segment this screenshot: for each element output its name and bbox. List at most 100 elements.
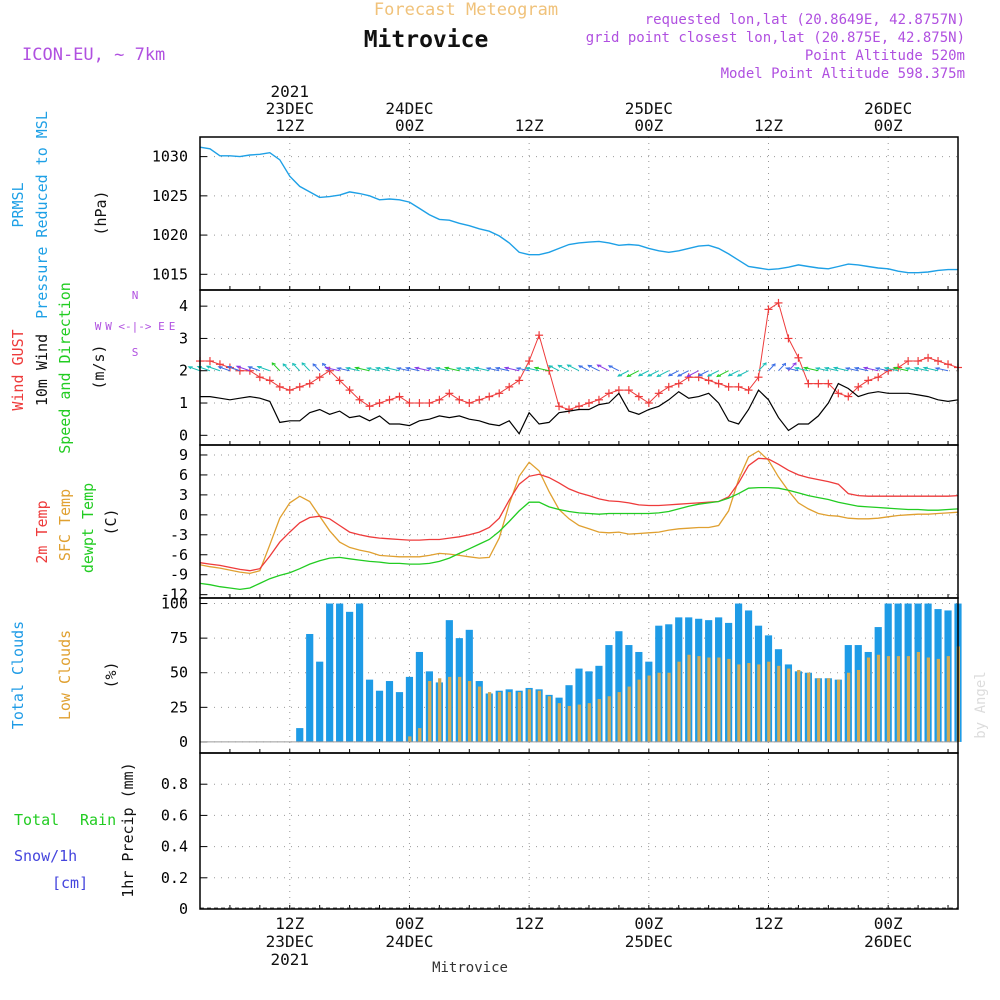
arrow-head (464, 366, 471, 371)
wind-direction-arrow (434, 366, 450, 372)
low-cloud-bar (587, 703, 591, 742)
top-time-label: 23DEC (266, 99, 314, 118)
y-tick-label: 25 (170, 698, 188, 716)
temperature-panel: -12 -9 -6 -3 0 3 6 9 (161, 444, 959, 604)
gust-marker (644, 399, 653, 408)
gust-marker (874, 373, 883, 382)
arrow-shaft (367, 367, 380, 372)
low-cloud-bar (547, 696, 552, 742)
arrow-head (637, 373, 643, 377)
arrow-head (524, 366, 530, 371)
wind-direction-arrow (793, 366, 809, 372)
precip-labels: Total Rain Snow/1h [cm] 1hr Precip (mm) (14, 762, 137, 897)
arrow-shaft (504, 367, 520, 372)
low-cloud-bar (527, 689, 532, 742)
arrow-head (533, 366, 539, 370)
low-cloud-bar (408, 736, 412, 742)
gust-line (200, 302, 959, 411)
low-cloud-bar (807, 672, 811, 742)
panel-frame (199, 752, 959, 910)
arrow-head (548, 365, 554, 369)
total-cloud-bar (346, 611, 354, 742)
gust-marker (495, 389, 504, 398)
low-cloud-bar (487, 692, 492, 742)
arrow-head (395, 367, 402, 371)
arrow-shaft (397, 367, 410, 372)
wind-direction-arrow (778, 362, 787, 372)
top-time-label: 2021 (270, 82, 309, 101)
arrow-shaft (495, 367, 510, 372)
low-cloud-bar (677, 661, 681, 742)
low-cloud-bar (637, 679, 641, 742)
location-title: Mitrovice (364, 27, 489, 53)
arrow-shaft (816, 367, 829, 372)
wind-direction-arrow (473, 366, 490, 372)
wind-direction-arrow (706, 370, 719, 377)
gust-marker (515, 376, 524, 385)
arrow-shaft (534, 367, 550, 372)
arrow-head (793, 366, 800, 371)
gust-marker (375, 399, 384, 408)
arrow-head (235, 365, 241, 369)
wind-direction-arrow (515, 367, 530, 372)
y-tick-label: 75 (170, 629, 188, 647)
gust-marker (904, 357, 913, 366)
arrow-head (301, 362, 306, 366)
y-tick-label: 100 (161, 595, 188, 613)
wind-direction-arrow (413, 366, 430, 372)
total-cloud-bar (605, 645, 613, 742)
wind-direction-arrow (862, 366, 879, 372)
total-cloud-bar (615, 631, 623, 742)
low-cloud-bar (657, 672, 661, 742)
gust-marker (565, 405, 574, 414)
arrow-shaft (385, 367, 400, 372)
arrow-head (217, 366, 223, 370)
arrow-head (404, 366, 411, 371)
low-cloud-bar (856, 669, 861, 742)
arrow-head (832, 366, 839, 370)
low-cloud-bar (507, 692, 512, 742)
panel-frame (199, 289, 959, 446)
arrow-head (771, 363, 776, 367)
arrow-head (205, 365, 211, 369)
arrow-shaft (935, 367, 949, 372)
arrow-head (473, 366, 480, 370)
wind-direction-arrow (814, 367, 829, 372)
arrow-shaft (677, 370, 689, 377)
gust-marker (764, 305, 773, 314)
y-tick-label: -12 (161, 586, 188, 604)
arrow-head (617, 373, 623, 377)
low-cloud-bar (886, 656, 891, 742)
gust-marker (345, 386, 354, 395)
y-tick-label: 1020 (152, 226, 188, 244)
dewpt-label: dewpt Temp (79, 483, 97, 573)
wind-direction-arrow (301, 362, 311, 372)
low-cloud-bar (767, 661, 771, 742)
arrow-shaft (893, 367, 909, 372)
wind-labels: Wind GUST 10m Wind Speed and Direction (… (9, 282, 108, 454)
gust-marker (714, 379, 723, 388)
wind-direction-arrow (686, 370, 699, 378)
low-cloud-bar (497, 692, 502, 742)
wind-direction-arrow (226, 366, 241, 372)
wind-direction-arrow (587, 364, 600, 372)
y-tick-label: -6 (170, 546, 188, 564)
wind-direction-arrow (768, 363, 776, 372)
gust-marker (205, 357, 214, 366)
gust-marker (804, 379, 813, 388)
arrow-head (503, 366, 510, 370)
arrow-shaft (834, 367, 849, 372)
low-cloud-bar (458, 676, 462, 742)
gust-marker (255, 373, 264, 382)
arrow-head (667, 373, 673, 377)
compass-s: S (132, 346, 139, 359)
total-clouds-label: Total Clouds (9, 621, 27, 729)
wind-direction-arrow (823, 366, 839, 372)
gust-marker (295, 382, 304, 391)
gust-marker (774, 298, 783, 307)
arrow-shaft (301, 362, 311, 372)
wind-direction-arrow (548, 365, 560, 372)
compass-n: N (132, 289, 139, 302)
temp2m-label: 2m Temp (33, 500, 51, 563)
